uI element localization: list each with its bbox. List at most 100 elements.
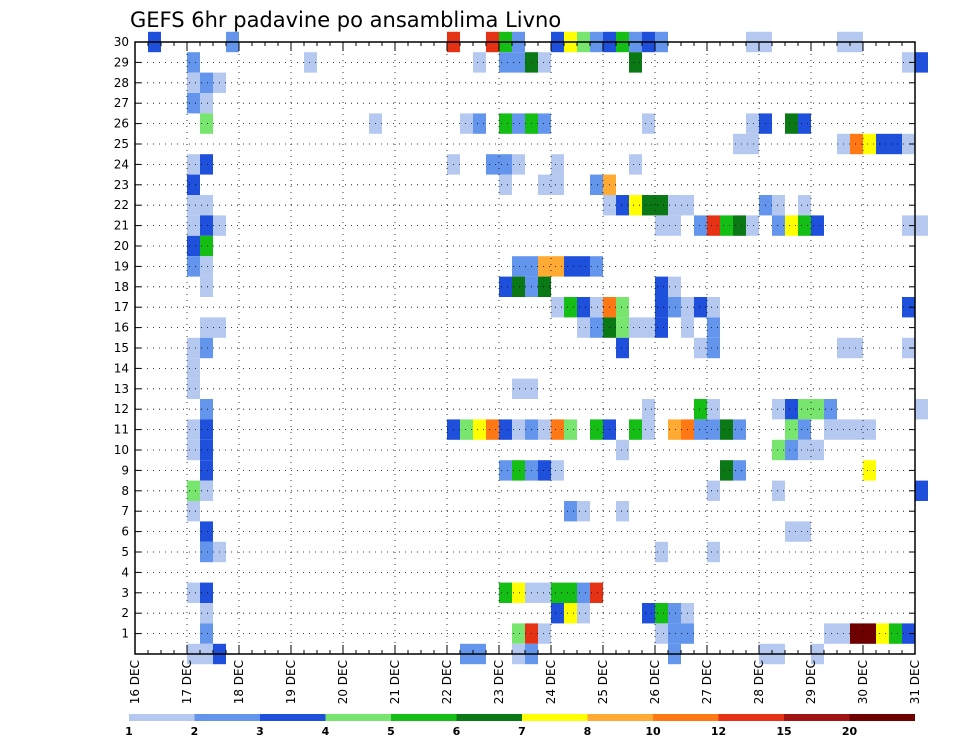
x-tick-label: 21 DEC [388,660,402,704]
y-tick-label: 1 [121,627,129,641]
precip-cell [629,195,642,216]
x-tick-label: 30 DEC [856,660,870,704]
precip-cell [616,337,629,359]
precip-cell [538,256,551,277]
precip-cell [577,256,590,277]
legend-label: 20 [842,725,858,738]
y-tick-label: 26 [114,117,129,131]
precip-cell [863,460,876,481]
precip-cell [200,582,213,603]
precip-cell [187,174,200,195]
precip-cell [707,419,720,440]
precip-cell [668,419,681,440]
y-tick-label: 18 [114,280,129,294]
precip-cell [187,419,200,440]
legend-label: 5 [387,725,395,738]
precip-cell [655,276,668,297]
precip-cell [187,154,200,175]
precip-cell [200,623,213,644]
precip-cell [798,215,811,236]
precip-cell [590,582,603,603]
x-tick-label: 29 DEC [804,660,818,704]
precip-cell [655,623,668,644]
y-tick-label: 20 [114,239,129,253]
x-tick-label: 16 DEC [128,660,142,704]
precip-cell [551,603,564,624]
precip-cell [655,541,668,563]
precip-cell [187,439,200,461]
precip-cell [564,256,577,277]
legend-label: 4 [322,725,330,738]
precip-cell [538,174,551,195]
precip-cell [564,603,577,624]
precip-cell [902,133,915,155]
legend-swatch [522,714,588,721]
precip-cell [187,195,200,216]
precip-cell [551,419,564,440]
precip-cell [915,480,928,501]
precip-cell [200,195,213,216]
precip-cell [863,419,876,440]
precip-cell [200,276,213,297]
precip-cell [200,215,213,236]
y-tick-label: 22 [114,198,129,212]
y-tick-label: 7 [121,504,129,518]
precip-cell [577,582,590,603]
precip-cell [707,297,720,318]
precip-cell [499,174,512,195]
precip-cell [499,582,512,603]
precip-cell [577,297,590,318]
precip-cell [798,399,811,420]
legend-swatch [129,714,195,721]
precip-cell [564,297,577,318]
precip-cell [772,480,785,501]
precip-cell [200,460,213,481]
y-tick-label: 12 [114,402,129,416]
precip-cell [538,276,551,297]
precip-cell [187,582,200,603]
precip-cell [876,623,889,644]
precip-cell [720,460,733,481]
precip-cell [694,337,707,359]
precip-cell [538,460,551,481]
precip-cell [642,113,655,134]
precip-cell [694,297,707,318]
precip-cell [187,215,200,236]
legend-swatch [391,714,457,721]
x-tick-label: 18 DEC [232,660,246,704]
precip-cell [200,399,213,420]
grid-lines [135,41,915,654]
y-tick-label: 30 [114,35,129,49]
precip-cell [200,93,213,114]
precip-cell [499,460,512,481]
precip-cell [200,541,213,563]
precip-cell [889,623,902,644]
precip-cell [811,215,824,236]
precip-cell [460,113,473,134]
precip-cell [616,195,629,216]
precip-cell [668,603,681,624]
precip-cell [707,480,720,501]
precip-cell [642,195,655,216]
precip-cell [200,480,213,501]
precip-cell [473,52,486,73]
precip-cell [733,215,746,236]
y-tick-label: 23 [114,178,129,192]
precip-cell [915,52,928,73]
y-tick-label: 17 [114,300,129,314]
precip-cell [746,133,759,155]
precip-cell [694,215,707,236]
precip-cell [798,521,811,542]
legend-label: 1 [125,725,133,738]
y-tick-label: 25 [114,137,129,151]
precip-cell [486,419,499,440]
precip-cell [577,501,590,522]
precip-cell [564,419,577,440]
precip-cell [486,154,499,175]
precip-cell [642,317,655,338]
precip-cell [551,174,564,195]
precip-cell [707,337,720,359]
precip-cell [798,195,811,216]
precip-cell [824,419,837,440]
precipitation-cells [148,31,928,665]
